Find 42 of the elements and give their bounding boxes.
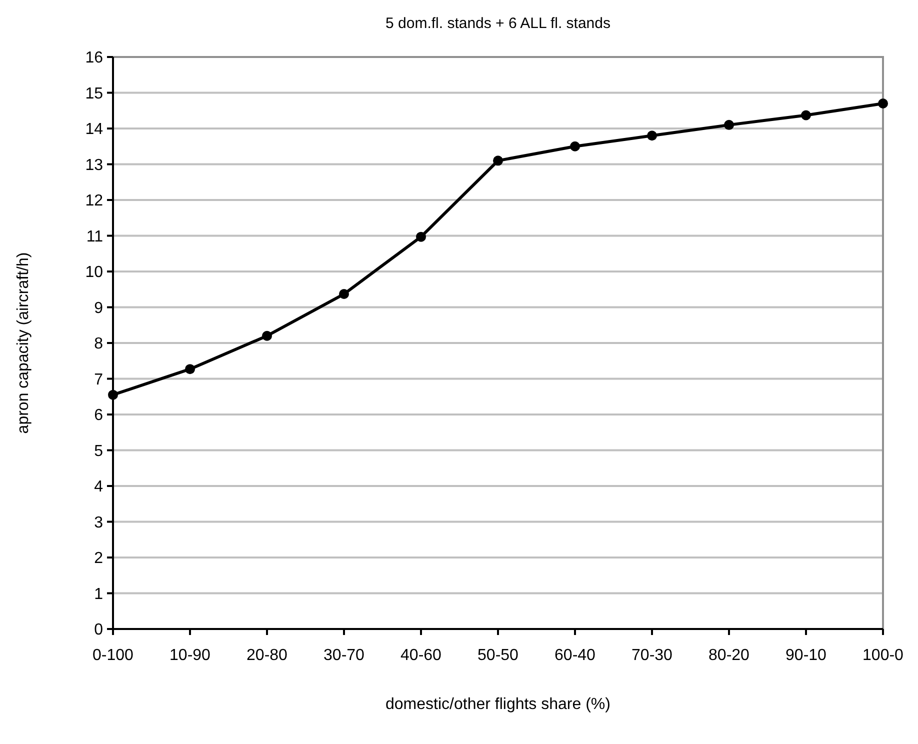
x-axis-title: domestic/other flights share (%) (386, 696, 610, 713)
x-tick-label: 70-30 (632, 647, 673, 664)
point (416, 232, 426, 242)
y-tick-label: 15 (85, 85, 104, 102)
y-tick-label: 10 (85, 264, 104, 282)
y-tick-label: 9 (94, 300, 104, 317)
chart-title: 5 dom.fl. stands + 6 ALL fl. stands (386, 15, 610, 32)
x-tick-label: 0-100 (92, 647, 134, 664)
x-tick-label: 20-80 (246, 647, 288, 664)
point (262, 330, 272, 341)
y-tick-label: 14 (85, 121, 104, 138)
point (339, 289, 349, 300)
x-tick-label: 100-0 (862, 647, 904, 664)
y-tick-label: 2 (94, 550, 104, 568)
y-tick-label: 6 (94, 407, 104, 424)
y-tick-label: 5 (94, 442, 104, 460)
y-tick-label: 1 (94, 586, 104, 603)
y-tick-label: 4 (94, 478, 104, 496)
point (647, 130, 657, 141)
x-tick-label: 10-90 (170, 647, 211, 664)
x-tick-label: 30-70 (324, 647, 365, 664)
y-tick-label: 12 (85, 192, 104, 210)
y-tick-label: 0 (94, 622, 104, 639)
point (185, 364, 195, 374)
point (801, 110, 811, 120)
y-tick-label: 8 (94, 336, 104, 353)
x-tick-label: 50-50 (478, 647, 519, 664)
x-tick-label: 90-10 (786, 647, 827, 664)
y-tick-label: 13 (85, 156, 104, 174)
y-tick-label: 7 (94, 371, 104, 388)
y-tick-label: 3 (94, 514, 104, 532)
x-tick-label: 80-20 (708, 647, 750, 664)
point (724, 120, 734, 130)
y-tick-label: 16 (85, 50, 104, 67)
x-tick-label: 60-40 (554, 647, 596, 664)
point (108, 390, 118, 400)
point (493, 156, 503, 166)
y-axis-title: apron capacity (aircraft/h) (15, 252, 32, 434)
point (570, 141, 580, 152)
point (878, 98, 888, 108)
x-tick-label: 40-60 (400, 647, 442, 664)
y-tick-label: 11 (86, 228, 104, 246)
